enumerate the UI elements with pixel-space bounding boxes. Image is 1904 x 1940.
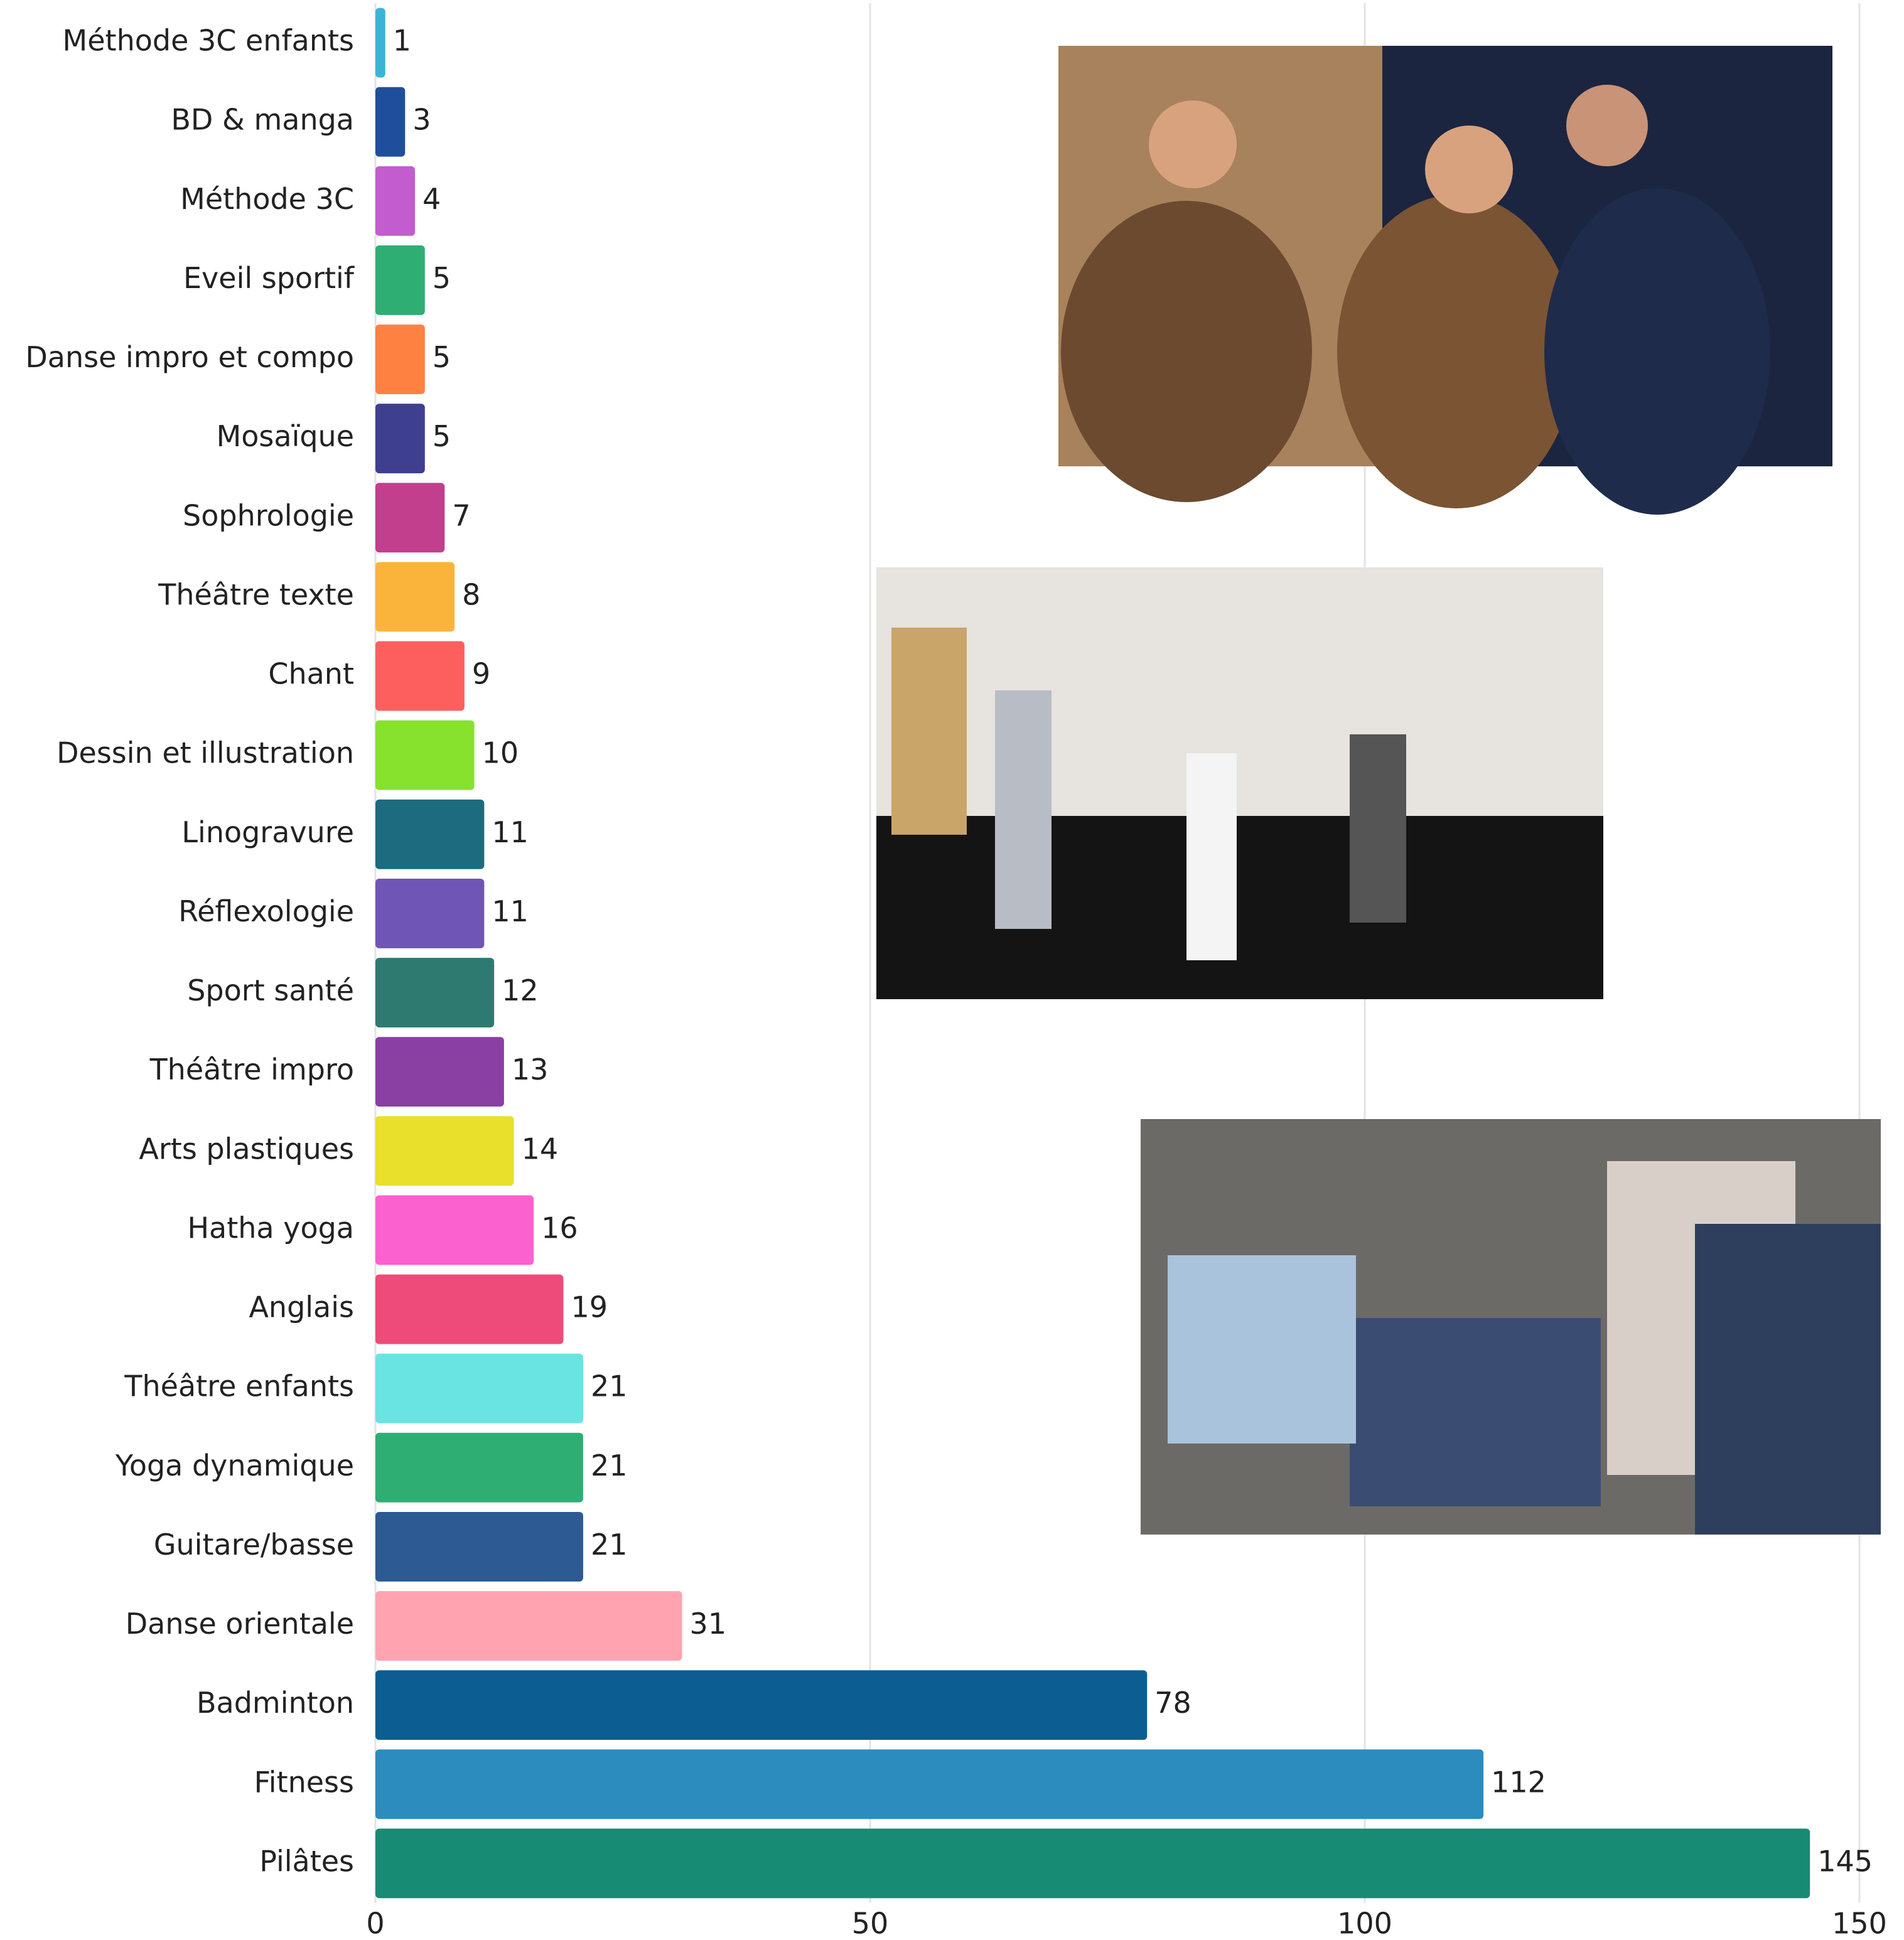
y-tick-label: Arts plastiques — [139, 1132, 354, 1166]
value-label: 8 — [462, 577, 480, 611]
bar — [375, 245, 425, 315]
y-tick-label: Théâtre enfants — [124, 1369, 354, 1403]
value-label: 11 — [492, 894, 529, 928]
value-label: 21 — [591, 1369, 628, 1403]
value-label: 4 — [422, 182, 441, 216]
bar — [375, 799, 485, 869]
y-tick-label: Dessin et illustration — [56, 736, 354, 770]
value-label: 3 — [412, 103, 431, 137]
value-label: 112 — [1491, 1765, 1546, 1799]
y-tick-label: Badminton — [196, 1686, 354, 1720]
bar — [375, 562, 455, 632]
value-label: 21 — [591, 1528, 628, 1562]
x-tick-label: 100 — [1337, 1907, 1392, 1940]
photo — [1058, 46, 1832, 515]
value-label: 7 — [452, 498, 470, 532]
value-label: 9 — [472, 657, 490, 691]
value-label: 5 — [433, 419, 451, 453]
value-label: 16 — [541, 1211, 578, 1245]
y-tick-label: Méthode 3C — [180, 182, 354, 216]
bar — [375, 878, 485, 948]
bar — [375, 87, 406, 157]
bar — [375, 1274, 564, 1344]
bar — [375, 641, 465, 711]
y-tick-label: BD & manga — [171, 103, 354, 137]
y-tick-label: Sophrologie — [183, 498, 354, 532]
y-tick-label: Sport santé — [187, 973, 354, 1007]
y-tick-label: Yoga dynamique — [115, 1449, 354, 1482]
value-label: 21 — [591, 1449, 628, 1482]
bar — [375, 1511, 583, 1582]
value-label: 13 — [512, 1053, 549, 1086]
y-tick-label: Chant — [268, 657, 354, 691]
value-label: 19 — [571, 1290, 608, 1324]
value-label: 31 — [690, 1607, 727, 1641]
y-tick-label: Fitness — [254, 1765, 354, 1799]
bar — [375, 1670, 1148, 1740]
bar — [375, 1037, 504, 1107]
value-label: 5 — [433, 340, 451, 374]
x-tick-label: 50 — [852, 1907, 889, 1940]
value-label: 12 — [502, 973, 539, 1007]
photo — [876, 567, 1603, 999]
x-tick-label: 0 — [366, 1907, 384, 1940]
bar — [375, 166, 416, 236]
bar — [375, 324, 425, 395]
value-label: 14 — [522, 1132, 559, 1166]
y-tick-label: Théâtre texte — [158, 577, 354, 611]
bar — [375, 483, 445, 553]
bar — [375, 958, 495, 1028]
bar — [375, 720, 475, 790]
y-tick-label: Linogravure — [181, 815, 354, 849]
bar — [375, 1432, 583, 1503]
photo — [1141, 1119, 1881, 1535]
value-label: 10 — [482, 736, 519, 770]
value-label: 145 — [1817, 1844, 1873, 1878]
y-tick-label: Danse impro et compo — [25, 340, 354, 374]
bar — [375, 1828, 1810, 1899]
bar — [375, 8, 385, 78]
y-tick-label: Guitare/basse — [154, 1528, 354, 1562]
x-tick-label: 150 — [1832, 1907, 1887, 1940]
bar — [375, 1353, 583, 1423]
y-tick-label: Pilâtes — [259, 1844, 354, 1878]
value-label: 1 — [393, 24, 411, 58]
y-tick-label: Anglais — [249, 1290, 354, 1324]
y-tick-label: Méthode 3C enfants — [63, 24, 354, 58]
bar — [375, 1749, 1484, 1819]
bar — [375, 1591, 682, 1661]
y-tick-label: Mosaïque — [217, 419, 354, 453]
bar — [375, 1116, 514, 1186]
y-tick-label: Danse orientale — [126, 1607, 354, 1641]
value-label: 11 — [492, 815, 529, 849]
value-label: 5 — [433, 261, 451, 295]
bar — [375, 1195, 534, 1265]
y-tick-label: Théâtre impro — [149, 1053, 354, 1086]
bar — [375, 404, 425, 474]
y-tick-label: Eveil sportif — [183, 261, 355, 295]
value-label: 78 — [1154, 1686, 1191, 1720]
y-tick-label: Hatha yoga — [187, 1211, 354, 1245]
y-tick-label: Réflexologie — [178, 894, 354, 928]
